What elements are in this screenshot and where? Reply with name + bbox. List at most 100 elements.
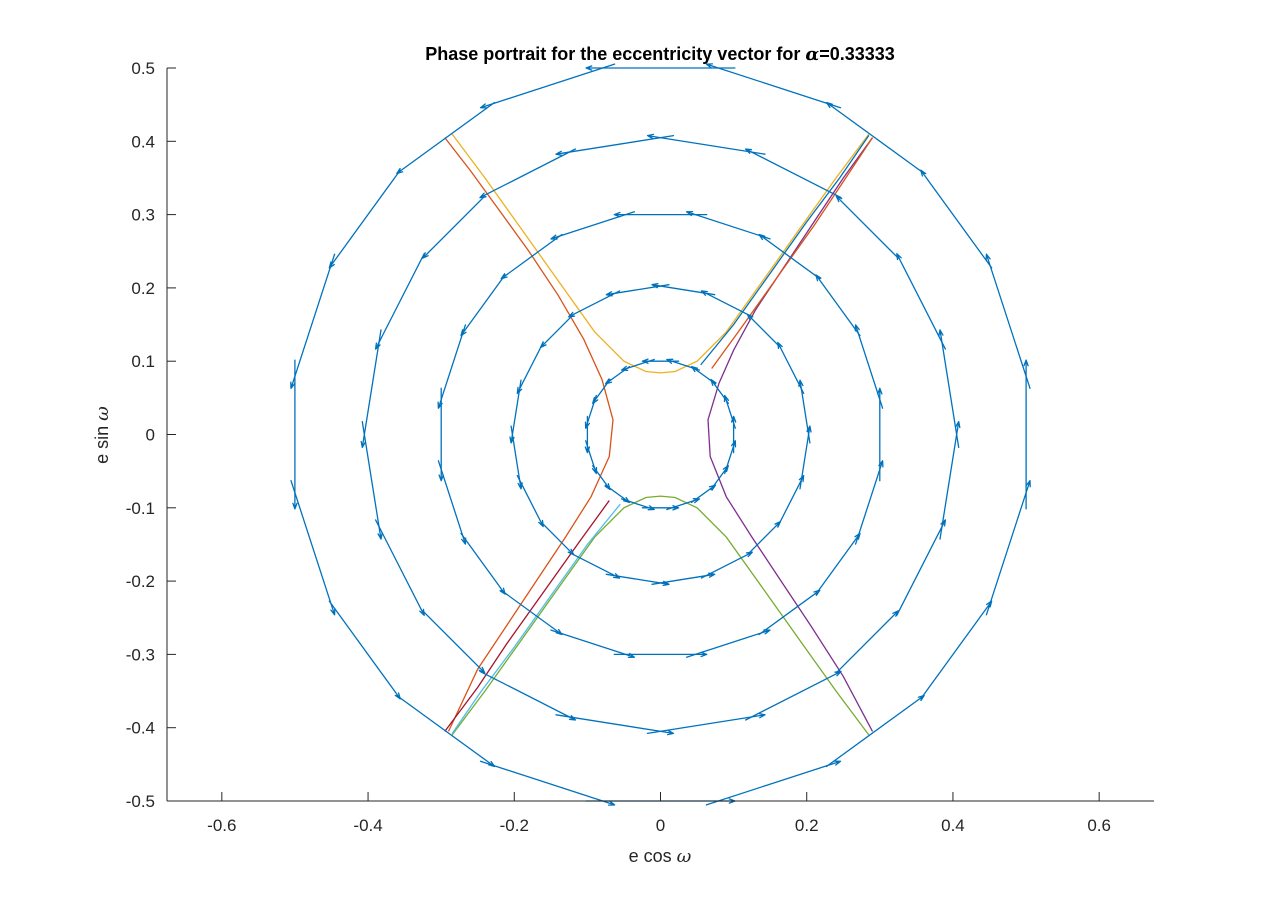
trajectory-curve [444, 137, 614, 732]
chart-title: Phase portrait for the eccentricity vect… [425, 44, 895, 65]
quiver-arrow [685, 629, 771, 658]
quiver-arrow [479, 63, 616, 109]
quiver-arrow [422, 610, 486, 674]
quiver-arrow [605, 284, 670, 297]
quiver-arrow [555, 134, 675, 157]
quiver-arrow [437, 460, 467, 545]
quiver-arrow [835, 610, 899, 674]
quiver-arrow [374, 253, 425, 350]
quiver-arrow [746, 313, 782, 349]
quiver-arrow [328, 600, 401, 700]
quiver-arrow [292, 359, 298, 510]
trajectory-curve [451, 495, 870, 736]
quiver-arrow [585, 65, 736, 71]
y-tick-label: -0.5 [126, 792, 155, 811]
quiver-arrow [896, 519, 947, 616]
quiver-arrow [896, 253, 947, 350]
quiver-arrow [854, 460, 884, 545]
quiver-arrow [744, 148, 842, 199]
quiver-arrow [651, 572, 716, 585]
y-tick-label: -0.1 [126, 499, 155, 518]
quiver-arrow [777, 474, 805, 528]
quiver-arrow [938, 329, 960, 449]
quiver-arrow [939, 420, 961, 540]
quiver-arrow [815, 532, 861, 595]
x-tick-label: 0.6 [1087, 816, 1111, 835]
y-tick-label: -0.4 [126, 719, 155, 738]
y-tick-label: 0.5 [131, 59, 155, 78]
x-tick-label: 0.2 [795, 816, 819, 835]
trajectory-curve [711, 137, 874, 369]
quiver-arrow [422, 195, 486, 259]
quiver-arrow [550, 629, 636, 659]
quiver-arrow [360, 329, 382, 449]
x-tick-label: -0.2 [500, 816, 529, 835]
quiver-arrow [700, 551, 753, 579]
quiver-arrow [758, 233, 821, 280]
quiver-arrow [613, 211, 708, 218]
quiver-arrow [613, 651, 708, 658]
x-tick-label: 0.4 [941, 816, 965, 835]
quiver-arrow [985, 480, 1031, 616]
quiver-arrow [700, 290, 753, 318]
trajectory-curve [451, 503, 621, 734]
quiver-arrow [724, 440, 737, 475]
quiver-arrow [500, 589, 563, 636]
quiver-arrow [290, 253, 336, 389]
quiver-arrow [437, 324, 467, 409]
x-tick-label: -0.6 [207, 816, 236, 835]
quiver-arrow [396, 101, 496, 175]
quiver-arrow [374, 519, 425, 616]
y-axis-ticks: -0.5 -0.4 -0.3 -0.2 -0.1 0 0.1 0.2 0.3 0.4 0.5 [126, 59, 176, 811]
quiver-arrow [539, 313, 575, 349]
quiver-arrow [705, 63, 842, 109]
quiver-arrow [568, 551, 621, 579]
y-tick-label: 0.2 [131, 279, 155, 298]
trajectory-curve [707, 137, 874, 732]
trajectory-curve [444, 500, 610, 732]
trajectory-curve [451, 133, 870, 374]
quiver-arrow [460, 274, 506, 337]
quiver-arrow [550, 211, 636, 240]
quiver-arrow [516, 341, 544, 395]
y-tick-label: 0.1 [131, 352, 155, 371]
x-axis-label: e cos ω [629, 846, 692, 867]
quiver-arrow [438, 387, 444, 482]
quiver-arrow [705, 760, 842, 806]
quiver-arrow [744, 670, 842, 721]
quiver-arrow [646, 712, 766, 735]
quiver-arrow [290, 480, 336, 616]
quiver-arrow [835, 195, 899, 259]
quiver-arrow [361, 420, 383, 540]
quiver-arrow [815, 274, 861, 337]
quiver-arrow [555, 714, 675, 736]
quiver-arrow [985, 253, 1031, 389]
x-axis-ticks: -0.6 -0.4 -0.2 0 0.2 0.4 0.6 [207, 792, 1111, 835]
quiver-arrow [1023, 359, 1029, 510]
quiver-arrow [479, 760, 616, 806]
quiver-arrows [290, 63, 1031, 806]
quiver-arrow [854, 324, 884, 409]
quiver-arrow [568, 290, 621, 318]
quiver-arrow [646, 133, 766, 155]
y-axis-label: e sin ω [92, 406, 113, 464]
quiver-arrow [825, 694, 925, 768]
y-tick-label: 0.4 [131, 132, 155, 151]
quiver-arrow [479, 670, 577, 721]
trajectory-curves [444, 133, 874, 736]
y-tick-label: -0.2 [126, 572, 155, 591]
quiver-arrow [777, 341, 805, 395]
quiver-arrow [516, 474, 544, 528]
quiver-arrow [825, 101, 925, 175]
quiver-arrow [328, 169, 401, 269]
quiver-arrow [685, 210, 771, 240]
quiver-arrow [510, 425, 523, 490]
quiver-arrow [460, 532, 506, 595]
x-tick-label: 0 [656, 816, 665, 835]
y-tick-label: -0.3 [126, 645, 155, 664]
quiver-arrow [799, 425, 812, 490]
trajectory-curve [700, 135, 870, 366]
y-tick-label: 0.3 [131, 206, 155, 225]
y-tick-label: 0 [146, 426, 155, 445]
